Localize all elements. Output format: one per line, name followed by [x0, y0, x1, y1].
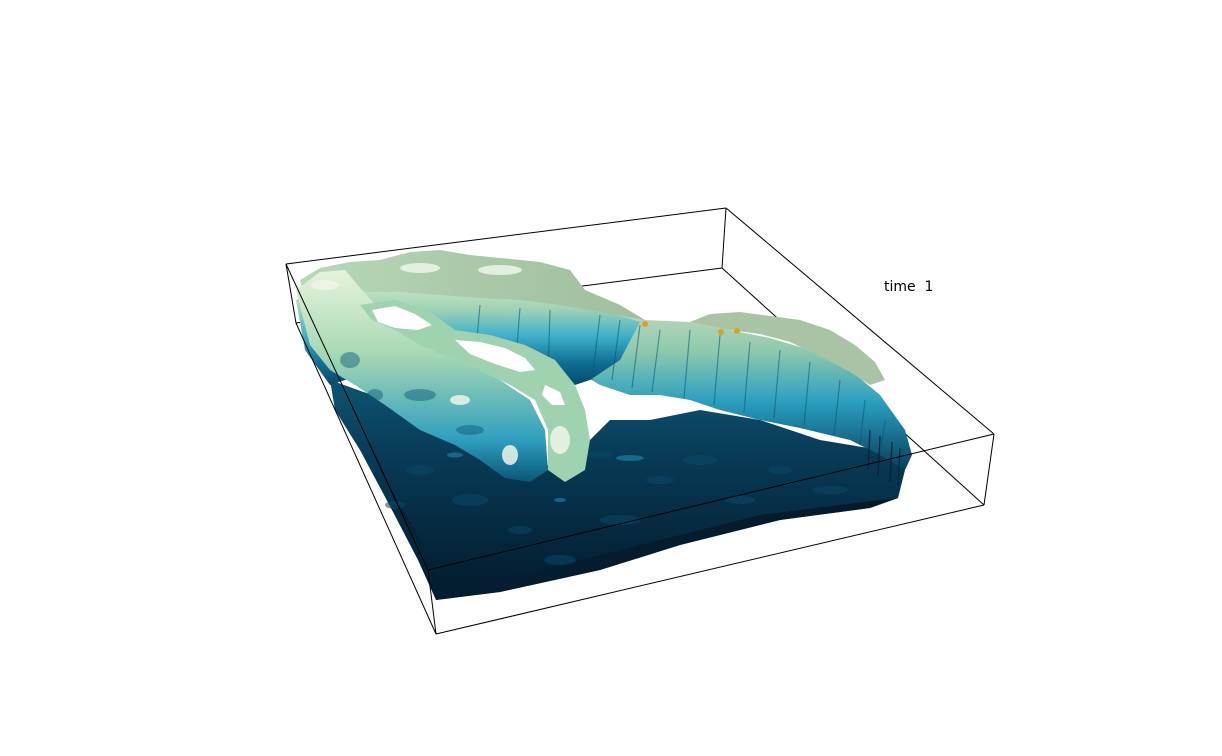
cliff-streaks: [474, 304, 886, 456]
cliff-streaks-dark: [867, 429, 901, 487]
bounding-box-front: [285, 263, 995, 635]
marker-point: [718, 329, 724, 335]
ridge-west-arm: [296, 270, 548, 482]
markers: [642, 321, 740, 335]
rim-cliff-right: [560, 300, 912, 470]
seafloor-deep: [330, 380, 905, 600]
marker-point: [642, 321, 648, 327]
ridge-highlights: [311, 263, 570, 465]
time-label: time 1: [884, 279, 934, 295]
ridge-shadows: [340, 352, 484, 435]
ridge-top-back: [300, 250, 645, 320]
surface-gaps: [372, 306, 565, 405]
marker-point: [734, 328, 740, 334]
